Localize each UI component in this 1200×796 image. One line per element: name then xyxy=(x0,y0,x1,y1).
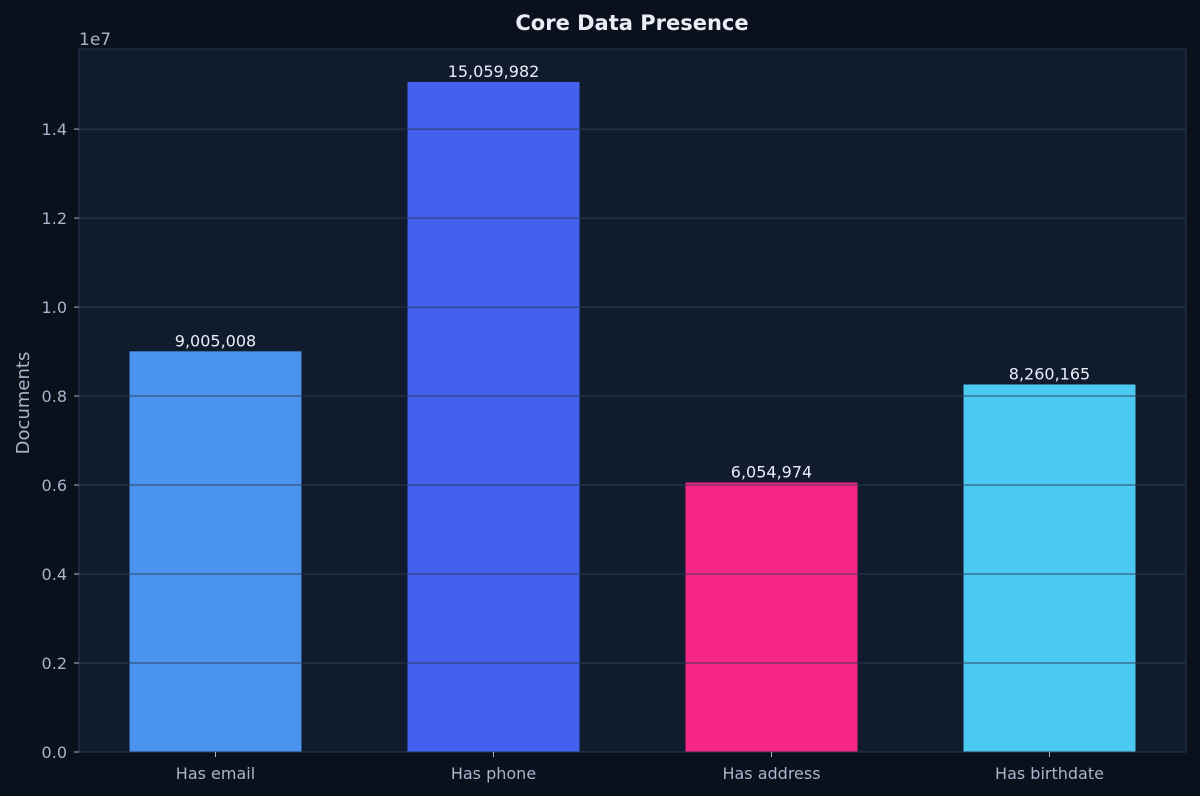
y-tick-label: 1.2 xyxy=(42,209,67,228)
x-tick-label: Has phone xyxy=(451,764,536,783)
value-label: 6,054,974 xyxy=(731,463,812,482)
y-tick-label: 1.0 xyxy=(42,298,67,317)
chart-title: Core Data Presence xyxy=(515,11,748,35)
value-label: 15,059,982 xyxy=(448,62,540,81)
x-tick-label: Has birthdate xyxy=(995,764,1104,783)
y-tick-label: 0.0 xyxy=(42,743,67,762)
bar-has-birthdate xyxy=(963,384,1136,752)
bar-has-phone xyxy=(407,81,580,752)
value-label: 8,260,165 xyxy=(1009,364,1090,383)
grid-overlay xyxy=(79,128,1186,664)
y-axis-label: Documents xyxy=(13,352,34,455)
x-axis-ticks: Has email Has phone Has address Has birthda… xyxy=(176,752,1104,783)
y-tick-label: 1.4 xyxy=(42,120,67,139)
y-tick-label: 0.4 xyxy=(42,565,67,584)
plot-frame xyxy=(78,48,1187,753)
bar-has-email xyxy=(129,351,302,752)
x-tick-label: Has email xyxy=(176,764,255,783)
bar-has-address xyxy=(685,482,858,752)
x-tick-label: Has address xyxy=(722,764,820,783)
y-tick-label: 0.2 xyxy=(42,654,67,673)
y-axis-offset-label: 1e7 xyxy=(79,30,111,50)
value-label: 9,005,008 xyxy=(175,331,256,350)
bars xyxy=(129,81,1136,752)
y-axis-ticks: 0.0 0.2 0.4 0.6 0.8 1.0 1.2 1.4 xyxy=(42,120,79,762)
y-tick-label: 0.6 xyxy=(42,476,67,495)
value-labels: 9,005,008 15,059,982 6,054,974 8,260,165 xyxy=(175,62,1090,482)
y-tick-label: 0.8 xyxy=(42,387,67,406)
